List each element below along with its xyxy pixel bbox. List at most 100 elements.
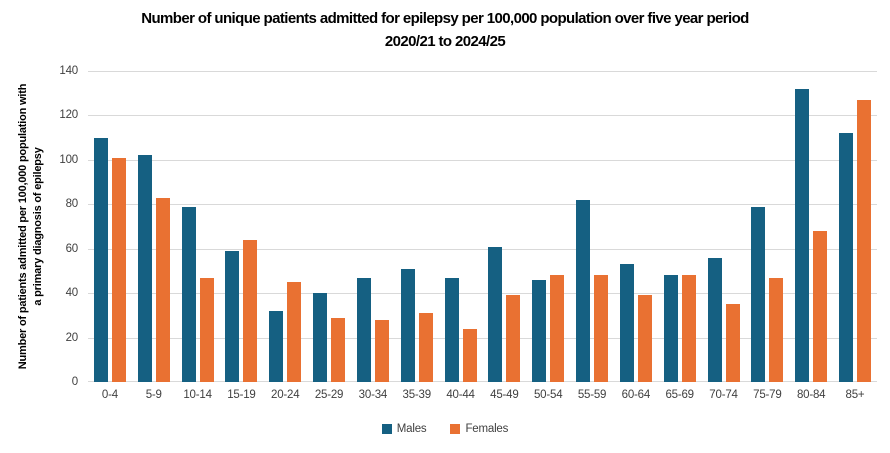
y-tick-label-80: 80 <box>65 198 79 211</box>
bar-males-5-9 <box>137 155 152 382</box>
bar-group-40-44 <box>439 71 483 382</box>
gridline-100 <box>88 159 877 161</box>
bar-males-25-29 <box>313 293 328 382</box>
bar-males-85+ <box>838 133 853 382</box>
bar-group-80-84 <box>789 71 833 382</box>
bar-males-70-74 <box>707 257 722 382</box>
bar-males-0-4 <box>93 137 108 382</box>
bar-group-45-49 <box>482 71 526 382</box>
bar-group-15-19 <box>219 71 263 382</box>
bar-males-55-59 <box>576 199 591 382</box>
bar-males-10-14 <box>181 206 196 382</box>
bar-group-25-29 <box>307 71 351 382</box>
legend-label-females: Females <box>465 423 509 435</box>
legend-swatch-females <box>450 424 461 434</box>
bar-males-35-39 <box>400 268 415 382</box>
bar-group-0-4 <box>88 71 132 382</box>
x-tick-label-75-79: 75-79 <box>753 389 782 401</box>
bar-males-75-79 <box>751 206 766 382</box>
bar-group-60-64 <box>614 71 658 382</box>
bar-females-85+ <box>856 99 871 382</box>
bar-females-55-59 <box>594 275 609 382</box>
legend-item-males: Males <box>381 423 427 435</box>
bar-group-55-59 <box>570 71 614 382</box>
bar-males-40-44 <box>444 277 459 382</box>
gridline-140 <box>88 71 877 72</box>
x-tick-label-45-49: 45-49 <box>490 389 519 401</box>
legend-swatch-males <box>381 424 392 434</box>
bar-males-20-24 <box>269 310 284 382</box>
bar-group-5-9 <box>132 71 176 382</box>
gridline-80 <box>88 204 877 206</box>
bar-females-0-4 <box>111 157 126 382</box>
bar-females-75-79 <box>769 277 784 382</box>
x-tick-label-0-4: 0-4 <box>101 389 118 401</box>
x-tick-label-15-19: 15-19 <box>227 389 256 401</box>
bar-females-15-19 <box>243 239 258 382</box>
bar-females-65-69 <box>681 275 696 382</box>
y-tick-label-0: 0 <box>71 376 78 388</box>
bar-females-40-44 <box>462 328 477 382</box>
legend-item-females: Females <box>450 423 508 435</box>
gridline-0 <box>88 381 877 382</box>
bar-females-70-74 <box>725 304 740 382</box>
bar-females-25-29 <box>331 317 346 382</box>
bar-group-35-39 <box>395 71 439 382</box>
bar-females-45-49 <box>506 295 521 382</box>
y-tick-label-60: 60 <box>65 242 79 255</box>
plot-area <box>88 71 877 382</box>
bar-males-60-64 <box>619 264 634 382</box>
legend: Males Females <box>0 423 890 435</box>
y-tick-label-40: 40 <box>65 287 79 300</box>
gridline-60 <box>88 248 877 250</box>
bar-females-5-9 <box>155 197 170 382</box>
bar-females-35-39 <box>418 313 433 382</box>
gridline-20 <box>88 337 877 339</box>
gridline-40 <box>88 293 877 295</box>
bar-females-60-64 <box>637 295 652 382</box>
bar-group-10-14 <box>176 71 220 382</box>
bars <box>88 71 877 382</box>
chart-title-line1: Number of unique patients admitted for e… <box>141 10 749 27</box>
bar-group-70-74 <box>702 71 746 382</box>
gridline-120 <box>88 115 877 117</box>
y-axis-tick-labels: 0 20 40 60 80 100 120 140 <box>0 65 79 388</box>
x-tick-label-50-54: 50-54 <box>533 389 563 401</box>
x-tick-label-20-24: 20-24 <box>271 389 300 401</box>
x-tick-label-80-84: 80-84 <box>796 389 826 401</box>
chart-title-line2: 2020/21 to 2024/25 <box>384 32 506 50</box>
bar-females-50-54 <box>550 275 565 382</box>
y-tick-label-100: 100 <box>59 153 78 166</box>
x-tick-label-35-39: 35-39 <box>402 389 432 401</box>
x-tick-label-25-29: 25-29 <box>314 389 344 401</box>
x-tick-label-40-44: 40-44 <box>446 389 475 401</box>
bar-males-50-54 <box>532 279 547 382</box>
bar-males-65-69 <box>663 275 678 382</box>
bar-group-65-69 <box>658 71 702 382</box>
bar-males-30-34 <box>356 277 371 382</box>
bar-females-10-14 <box>199 277 214 382</box>
legend-label-males: Males <box>396 423 427 435</box>
x-tick-label-30-34: 30-34 <box>358 389 388 401</box>
x-tick-label-10-14: 10-14 <box>183 389 212 401</box>
bar-males-80-84 <box>795 88 810 382</box>
y-tick-label-20: 20 <box>65 331 79 344</box>
bar-females-30-34 <box>374 319 389 382</box>
x-tick-label-60-64: 60-64 <box>621 389 651 401</box>
x-tick-label-65-69: 65-69 <box>665 389 694 401</box>
bar-females-20-24 <box>287 282 302 382</box>
x-axis-tick-labels: 0-4 5-9 10-14 15-19 20-24 25-29 30-34 35-39 40-4… <box>88 389 877 401</box>
bar-males-15-19 <box>225 250 240 382</box>
x-tick-label-5-9: 5-9 <box>145 389 162 401</box>
x-tick-label-85+: 85+ <box>845 389 865 401</box>
bar-females-80-84 <box>813 230 828 382</box>
chart-title: Number of unique patients admitted for e… <box>0 8 890 53</box>
bar-group-75-79 <box>745 71 789 382</box>
gridlines <box>88 71 877 382</box>
y-tick-label-140: 140 <box>59 65 78 77</box>
bar-group-30-34 <box>351 71 395 382</box>
y-tick-label-120: 120 <box>59 109 78 122</box>
bar-males-45-49 <box>488 246 503 382</box>
x-tick-label-70-74: 70-74 <box>709 389 738 401</box>
